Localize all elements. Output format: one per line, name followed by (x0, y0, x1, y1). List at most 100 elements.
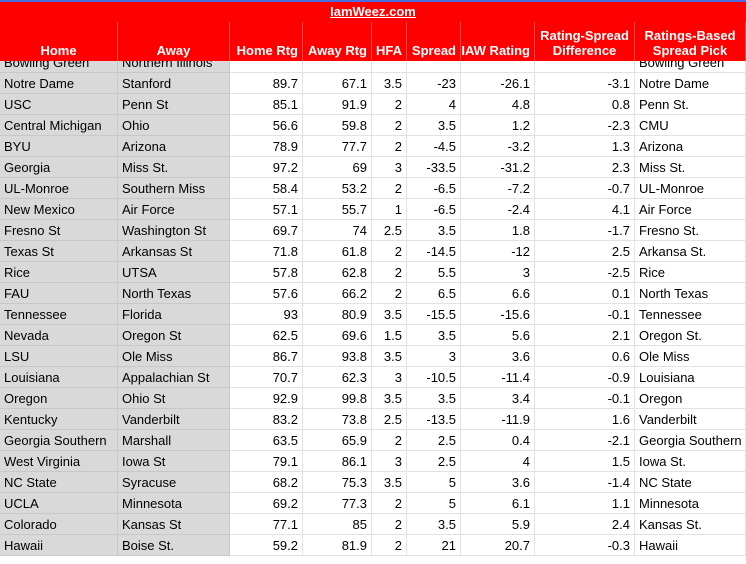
text-cell: FAU (0, 283, 118, 304)
text-cell: Minnesota (118, 493, 230, 514)
number-cell: 81.9 (303, 535, 372, 556)
number-cell: 85.1 (230, 94, 303, 115)
text-cell: Kansas St. (635, 514, 746, 535)
text-cell: Kentucky (0, 409, 118, 430)
number-cell: 77.3 (303, 493, 372, 514)
text-cell: Kansas St (118, 514, 230, 535)
number-cell: 65.9 (303, 430, 372, 451)
text-cell: Texas St (0, 241, 118, 262)
number-cell: 74 (303, 220, 372, 241)
text-cell: Rice (635, 262, 746, 283)
text-cell: Arizona (118, 136, 230, 157)
number-cell: 3.6 (461, 472, 535, 493)
number-cell: 68.2 (230, 472, 303, 493)
number-cell: 70.7 (230, 367, 303, 388)
number-cell: 91.9 (303, 94, 372, 115)
number-cell: -2.5 (535, 262, 635, 283)
text-cell: USC (0, 94, 118, 115)
number-cell: 5 (407, 472, 461, 493)
number-cell: -0.3 (535, 535, 635, 556)
number-cell: 3.5 (372, 388, 407, 409)
text-cell: Appalachian St (118, 367, 230, 388)
text-cell: Southern Miss (118, 178, 230, 199)
number-cell: 1.5 (535, 451, 635, 472)
site-link[interactable]: IamWeez.com (330, 4, 416, 19)
number-cell: 77.7 (303, 136, 372, 157)
text-cell: NC State (635, 472, 746, 493)
number-cell: 89.7 (230, 73, 303, 94)
text-cell: Arkansa St. (635, 241, 746, 262)
text-cell: Tennessee (635, 304, 746, 325)
number-cell: 2.3 (535, 157, 635, 178)
text-cell: North Texas (635, 283, 746, 304)
text-cell: UTSA (118, 262, 230, 283)
text-cell: Hawaii (0, 535, 118, 556)
number-cell: -6.5 (407, 178, 461, 199)
text-cell: Rice (0, 262, 118, 283)
text-cell: North Texas (118, 283, 230, 304)
text-cell: Georgia Southern (635, 430, 746, 451)
number-cell: 69.7 (230, 220, 303, 241)
number-cell: 2.5 (372, 220, 407, 241)
number-cell: 3.5 (372, 346, 407, 367)
number-cell: 56.6 (230, 115, 303, 136)
number-cell: 3 (372, 367, 407, 388)
number-cell: 3 (372, 451, 407, 472)
number-cell: -4.5 (407, 136, 461, 157)
text-cell: Miss St. (118, 157, 230, 178)
number-cell: 2 (372, 241, 407, 262)
text-cell: Penn St (118, 94, 230, 115)
text-cell: Florida (118, 304, 230, 325)
text-cell: Iowa St (118, 451, 230, 472)
text-cell: Ole Miss (118, 346, 230, 367)
number-cell: -2.3 (535, 115, 635, 136)
column-header: Home (0, 22, 118, 61)
text-cell: Syracuse (118, 472, 230, 493)
title-bar: IamWeez.com (0, 0, 746, 22)
number-cell: -26.1 (461, 73, 535, 94)
cell (535, 52, 635, 73)
cell (461, 52, 535, 73)
number-cell: -7.2 (461, 178, 535, 199)
column-header: HFA (372, 22, 407, 61)
number-cell: -10.5 (407, 367, 461, 388)
number-cell: 62.3 (303, 367, 372, 388)
text-cell: Ohio St (118, 388, 230, 409)
number-cell: -15.6 (461, 304, 535, 325)
number-cell: -31.2 (461, 157, 535, 178)
text-cell: NC State (0, 472, 118, 493)
number-cell: -12 (461, 241, 535, 262)
text-cell: Marshall (118, 430, 230, 451)
text-cell: Oregon St (118, 325, 230, 346)
number-cell: 3 (461, 262, 535, 283)
number-cell: 3.5 (372, 73, 407, 94)
number-cell: 97.2 (230, 157, 303, 178)
text-cell: Fresno St. (635, 220, 746, 241)
number-cell: -23 (407, 73, 461, 94)
number-cell: 1.5 (372, 325, 407, 346)
number-cell: 93.8 (303, 346, 372, 367)
number-cell: 2 (372, 514, 407, 535)
text-cell: Miss St. (635, 157, 746, 178)
number-cell: 2 (372, 430, 407, 451)
text-cell: CMU (635, 115, 746, 136)
number-cell: 80.9 (303, 304, 372, 325)
number-cell: 20.7 (461, 535, 535, 556)
number-cell: 5.9 (461, 514, 535, 535)
number-cell: 0.6 (535, 346, 635, 367)
number-cell: 63.5 (230, 430, 303, 451)
number-cell: 53.2 (303, 178, 372, 199)
number-cell: 4.1 (535, 199, 635, 220)
number-cell: 62.8 (303, 262, 372, 283)
number-cell: 1.8 (461, 220, 535, 241)
number-cell: 69.2 (230, 493, 303, 514)
number-cell: 3.4 (461, 388, 535, 409)
text-cell: Arizona (635, 136, 746, 157)
text-cell: Boise St. (118, 535, 230, 556)
number-cell: -0.7 (535, 178, 635, 199)
text-cell: Minnesota (635, 493, 746, 514)
number-cell: 2 (372, 115, 407, 136)
number-cell: 99.8 (303, 388, 372, 409)
number-cell: -11.9 (461, 409, 535, 430)
